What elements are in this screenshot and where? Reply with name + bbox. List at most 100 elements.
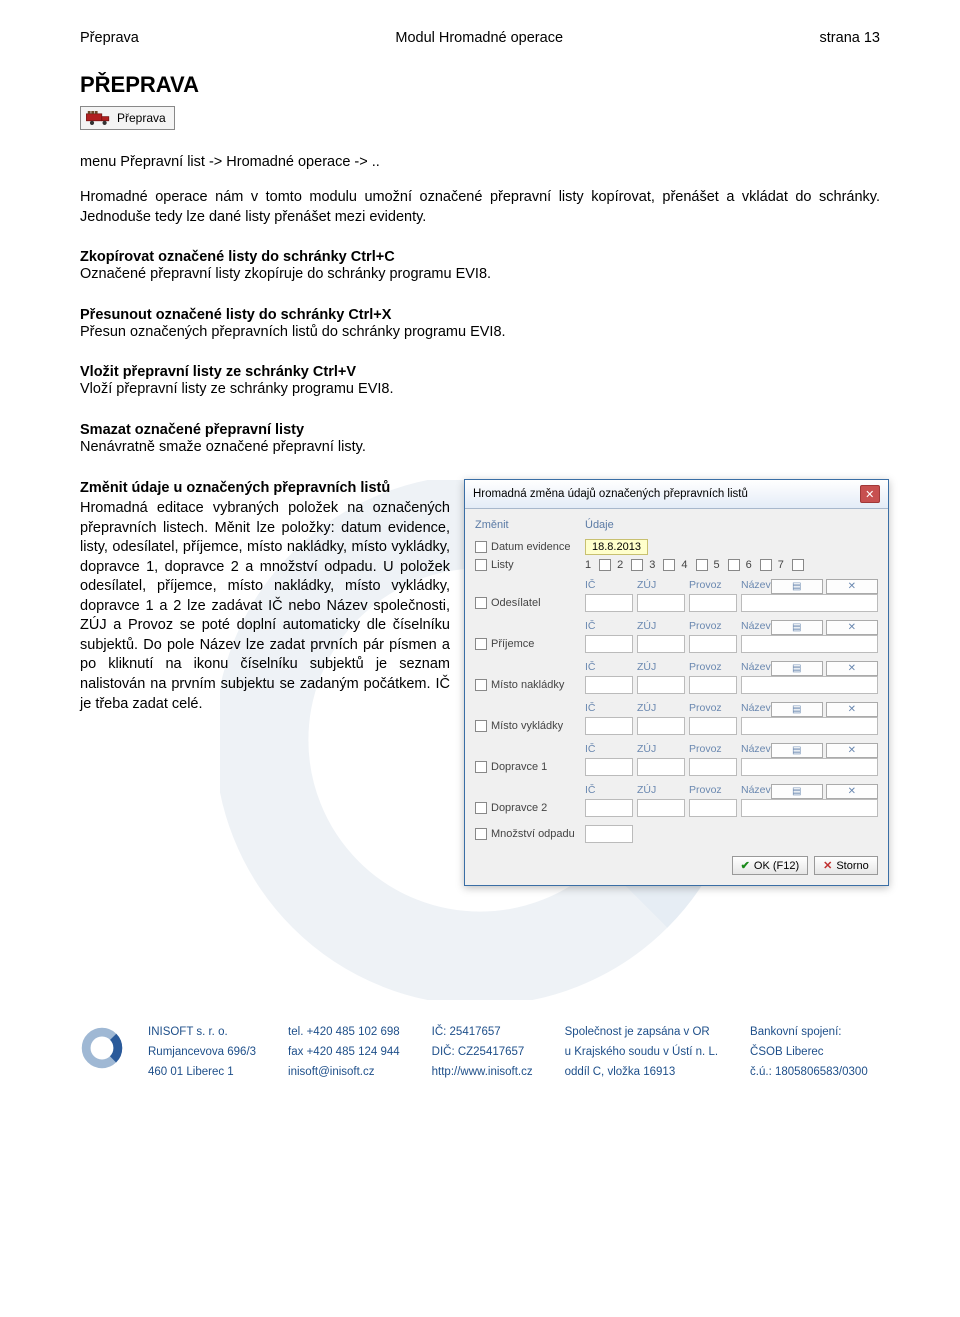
group-checkbox[interactable] — [475, 597, 487, 609]
provoz-input[interactable] — [689, 799, 737, 817]
footer-line: tel. +420 485 102 698 — [288, 1026, 400, 1038]
list-number-checkbox[interactable] — [792, 559, 804, 571]
listy-checkbox[interactable] — [475, 559, 487, 571]
group-column-header: IČZÚJProvozNázev▤✕ — [475, 743, 878, 758]
group-row: Dopravce 1 — [475, 758, 878, 776]
dialog-title: Hromadná změna údajů označených přepravn… — [473, 488, 748, 500]
truck-icon — [85, 109, 113, 127]
group-column-header: IČZÚJProvozNázev▤✕ — [475, 620, 878, 635]
group-column-header: IČZÚJProvozNázev▤✕ — [475, 661, 878, 676]
list-number-checkbox[interactable] — [631, 559, 643, 571]
mnozstvi-input[interactable] — [585, 825, 633, 843]
footer-column: INISOFT s. r. o.Rumjancevova 696/3460 01… — [148, 1026, 256, 1078]
check-icon: ✔ — [741, 859, 750, 872]
group-label: Dopravce 2 — [491, 802, 547, 814]
group-label: Místo vykládky — [491, 720, 563, 732]
footer-logo — [80, 1026, 124, 1070]
list-number: 7 — [778, 559, 784, 571]
nazev-input[interactable] — [741, 676, 878, 694]
footer-line: INISOFT s. r. o. — [148, 1026, 256, 1038]
ok-button[interactable]: ✔ OK (F12) — [732, 856, 808, 875]
provoz-input[interactable] — [689, 594, 737, 612]
datum-checkbox[interactable] — [475, 541, 487, 553]
footer-line: DIČ: CZ25417657 — [432, 1046, 533, 1058]
group-row: Místo nakládky — [475, 676, 878, 694]
provoz-input[interactable] — [689, 717, 737, 735]
list-number: 6 — [746, 559, 752, 571]
group-checkbox[interactable] — [475, 720, 487, 732]
nazev-input[interactable] — [741, 799, 878, 817]
footer-column: tel. +420 485 102 698fax +420 485 124 94… — [288, 1026, 400, 1078]
zuj-input[interactable] — [637, 594, 685, 612]
ic-input[interactable] — [585, 758, 633, 776]
list-number: 2 — [617, 559, 623, 571]
group-checkbox[interactable] — [475, 761, 487, 773]
ic-input[interactable] — [585, 594, 633, 612]
ic-input[interactable] — [585, 676, 633, 694]
group-row: Příjemce — [475, 635, 878, 653]
lookup-icon[interactable]: ▤ — [771, 743, 823, 758]
clear-icon[interactable]: ✕ — [826, 661, 878, 676]
dialog-close-button[interactable]: ✕ — [860, 485, 880, 503]
group-label: Dopravce 1 — [491, 761, 547, 773]
group-checkbox[interactable] — [475, 679, 487, 691]
nazev-input[interactable] — [741, 635, 878, 653]
footer-column: IČ: 25417657DIČ: CZ25417657http://www.in… — [432, 1026, 533, 1078]
storno-button[interactable]: ✕ Storno — [814, 856, 878, 875]
list-number-checkbox[interactable] — [663, 559, 675, 571]
section-body: Vloží přepravní listy ze schránky progra… — [80, 380, 880, 400]
icon-label: Přeprava — [117, 111, 166, 125]
lookup-icon[interactable]: ▤ — [771, 702, 823, 717]
section-body: Označené přepravní listy zkopíruje do sc… — [80, 265, 880, 285]
footer-line: Společnost je zapsána v OR — [565, 1026, 718, 1038]
mnozstvi-checkbox[interactable] — [475, 828, 487, 840]
zuj-input[interactable] — [637, 676, 685, 694]
ic-input[interactable] — [585, 799, 633, 817]
group-checkbox[interactable] — [475, 802, 487, 814]
zuj-input[interactable] — [637, 799, 685, 817]
nazev-input[interactable] — [741, 717, 878, 735]
lookup-icon[interactable]: ▤ — [771, 579, 823, 594]
clear-icon[interactable]: ✕ — [826, 784, 878, 799]
lookup-icon[interactable]: ▤ — [771, 784, 823, 799]
footer-line: oddíl C, vložka 16913 — [565, 1066, 718, 1078]
listy-label: Listy — [491, 559, 514, 571]
list-number-checkbox[interactable] — [728, 559, 740, 571]
footer-line: ČSOB Liberec — [750, 1046, 868, 1058]
header-left: Přeprava — [80, 30, 139, 46]
group-label: Odesílatel — [491, 597, 541, 609]
group-column-header: IČZÚJProvozNázev▤✕ — [475, 579, 878, 594]
zuj-input[interactable] — [637, 717, 685, 735]
provoz-input[interactable] — [689, 676, 737, 694]
footer-line: http://www.inisoft.cz — [432, 1066, 533, 1078]
nazev-input[interactable] — [741, 758, 878, 776]
clear-icon[interactable]: ✕ — [826, 579, 878, 594]
datum-input[interactable]: 18.8.2013 — [585, 539, 648, 555]
module-icon-box: Přeprava — [80, 106, 175, 130]
bulk-edit-dialog: Hromadná změna údajů označených přepravn… — [464, 479, 889, 886]
close-icon: ✕ — [865, 488, 874, 501]
ic-input[interactable] — [585, 717, 633, 735]
zuj-input[interactable] — [637, 758, 685, 776]
provoz-input[interactable] — [689, 635, 737, 653]
section-head: Smazat označené přepravní listy — [80, 422, 880, 438]
list-number-checkbox[interactable] — [696, 559, 708, 571]
group-checkbox[interactable] — [475, 638, 487, 650]
ic-input[interactable] — [585, 635, 633, 653]
section-head: Přesunout označené listy do schránky Ctr… — [80, 307, 880, 323]
lookup-icon[interactable]: ▤ — [771, 661, 823, 676]
clear-icon[interactable]: ✕ — [826, 702, 878, 717]
dialog-col-change: Změnit — [475, 519, 585, 531]
list-number-checkbox[interactable] — [760, 559, 772, 571]
zuj-input[interactable] — [637, 635, 685, 653]
lookup-icon[interactable]: ▤ — [771, 620, 823, 635]
footer-line: 460 01 Liberec 1 — [148, 1066, 256, 1078]
menu-breadcrumb: menu Přepravní list -> Hromadné operace … — [80, 154, 880, 170]
clear-icon[interactable]: ✕ — [826, 620, 878, 635]
provoz-input[interactable] — [689, 758, 737, 776]
header-right: strana 13 — [820, 30, 880, 46]
list-number-checkbox[interactable] — [599, 559, 611, 571]
nazev-input[interactable] — [741, 594, 878, 612]
clear-icon[interactable]: ✕ — [826, 743, 878, 758]
header-center: Modul Hromadné operace — [395, 30, 563, 46]
